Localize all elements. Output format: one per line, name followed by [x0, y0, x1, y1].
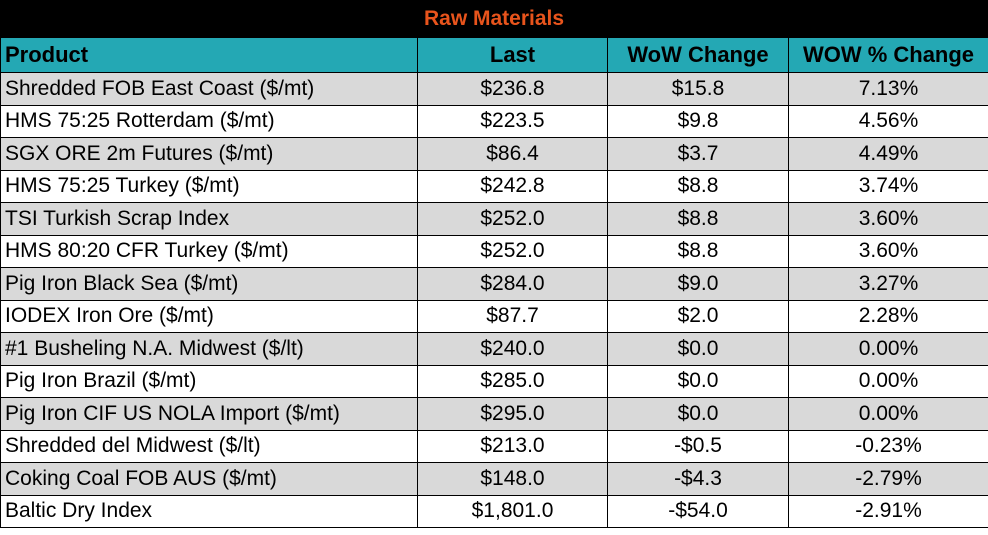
table-row: Pig Iron Black Sea ($/mt) $284.0 $9.0 3.27% [0, 267, 988, 301]
table-title: Raw Materials [0, 0, 988, 37]
table-row: HMS 75:25 Rotterdam ($/mt) $223.5 $9.8 4.56… [0, 104, 988, 138]
wow-change-cell: $0.0 [607, 364, 789, 398]
product-cell: HMS 75:25 Turkey ($/mt) [0, 169, 418, 203]
last-cell: $213.0 [417, 429, 608, 463]
table-row: IODEX Iron Ore ($/mt) $87.7 $2.0 2.28% [0, 299, 988, 333]
wow-change-cell: $2.0 [607, 299, 789, 333]
wow-pct-change-cell: -0.23% [788, 429, 988, 463]
table-row: Coking Coal FOB AUS ($/mt) $148.0 -$4.3 -2.… [0, 462, 988, 496]
last-cell: $285.0 [417, 364, 608, 398]
table-row: HMS 75:25 Turkey ($/mt) $242.8 $8.8 3.74% [0, 169, 988, 203]
wow-pct-change-cell: 4.56% [788, 104, 988, 138]
wow-change-cell: -$0.5 [607, 429, 789, 463]
wow-pct-change-cell: 7.13% [788, 72, 988, 106]
wow-change-cell: $0.0 [607, 332, 789, 366]
wow-change-cell: -$4.3 [607, 462, 789, 496]
wow-change-cell: -$54.0 [607, 494, 789, 528]
table-row: #1 Busheling N.A. Midwest ($/lt) $240.0 $0… [0, 332, 988, 366]
wow-pct-change-cell: 3.27% [788, 267, 988, 301]
product-cell: Pig Iron CIF US NOLA Import ($/mt) [0, 397, 418, 431]
product-cell: TSI Turkish Scrap Index [0, 202, 418, 236]
wow-change-cell: $15.8 [607, 72, 789, 106]
last-cell: $242.8 [417, 169, 608, 203]
wow-pct-change-cell: 0.00% [788, 397, 988, 431]
last-cell: $295.0 [417, 397, 608, 431]
wow-pct-change-cell: 3.74% [788, 169, 988, 203]
last-cell: $86.4 [417, 137, 608, 171]
product-cell: Coking Coal FOB AUS ($/mt) [0, 462, 418, 496]
product-cell: SGX ORE 2m Futures ($/mt) [0, 137, 418, 171]
column-header-last: Last [417, 37, 608, 73]
wow-change-cell: $8.8 [607, 202, 789, 236]
product-cell: #1 Busheling N.A. Midwest ($/lt) [0, 332, 418, 366]
wow-pct-change-cell: 2.28% [788, 299, 988, 333]
last-cell: $1,801.0 [417, 494, 608, 528]
header-row: Product Last WoW Change WOW % Change [0, 37, 988, 73]
wow-pct-change-cell: 0.00% [788, 332, 988, 366]
last-cell: $148.0 [417, 462, 608, 496]
wow-change-cell: $3.7 [607, 137, 789, 171]
last-cell: $252.0 [417, 202, 608, 236]
product-cell: HMS 75:25 Rotterdam ($/mt) [0, 104, 418, 138]
product-cell: Shredded FOB East Coast ($/mt) [0, 72, 418, 106]
wow-pct-change-cell: 4.49% [788, 137, 988, 171]
column-header-wow-pct-change: WOW % Change [788, 37, 988, 73]
last-cell: $252.0 [417, 234, 608, 268]
raw-materials-table: Product Last WoW Change WOW % Change Shr… [0, 37, 988, 528]
column-header-wow-change: WoW Change [607, 37, 789, 73]
wow-pct-change-cell: 3.60% [788, 234, 988, 268]
wow-change-cell: $8.8 [607, 169, 789, 203]
product-cell: Pig Iron Black Sea ($/mt) [0, 267, 418, 301]
last-cell: $223.5 [417, 104, 608, 138]
wow-pct-change-cell: 3.60% [788, 202, 988, 236]
table-row: Baltic Dry Index $1,801.0 -$54.0 -2.91% [0, 494, 988, 528]
table-row: Shredded del Midwest ($/lt) $213.0 -$0.5 -0… [0, 429, 988, 463]
wow-pct-change-cell: -2.79% [788, 462, 988, 496]
wow-pct-change-cell: 0.00% [788, 364, 988, 398]
table-row: Pig Iron CIF US NOLA Import ($/mt) $295.0… [0, 397, 988, 431]
table-row: Pig Iron Brazil ($/mt) $285.0 $0.0 0.00% [0, 364, 988, 398]
table-row: TSI Turkish Scrap Index $252.0 $8.8 3.60% [0, 202, 988, 236]
product-cell: Baltic Dry Index [0, 494, 418, 528]
wow-change-cell: $9.0 [607, 267, 789, 301]
wow-pct-change-cell: -2.91% [788, 494, 988, 528]
product-cell: Shredded del Midwest ($/lt) [0, 429, 418, 463]
last-cell: $240.0 [417, 332, 608, 366]
table-row: HMS 80:20 CFR Turkey ($/mt) $252.0 $8.8 3.6… [0, 234, 988, 268]
wow-change-cell: $8.8 [607, 234, 789, 268]
last-cell: $284.0 [417, 267, 608, 301]
column-header-product: Product [0, 37, 418, 73]
wow-change-cell: $0.0 [607, 397, 789, 431]
product-cell: Pig Iron Brazil ($/mt) [0, 364, 418, 398]
product-cell: HMS 80:20 CFR Turkey ($/mt) [0, 234, 418, 268]
table-row: Shredded FOB East Coast ($/mt) $236.8 $15.… [0, 72, 988, 106]
table-body: Shredded FOB East Coast ($/mt) $236.8 $15.… [0, 72, 988, 528]
wow-change-cell: $9.8 [607, 104, 789, 138]
last-cell: $236.8 [417, 72, 608, 106]
last-cell: $87.7 [417, 299, 608, 333]
table-row: SGX ORE 2m Futures ($/mt) $86.4 $3.7 4.49% [0, 137, 988, 171]
product-cell: IODEX Iron Ore ($/mt) [0, 299, 418, 333]
